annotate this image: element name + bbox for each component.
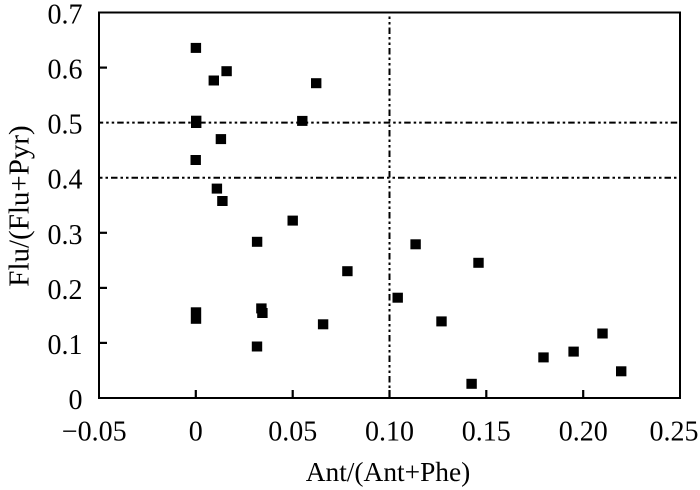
svg-text:0.4: 0.4	[48, 165, 83, 196]
svg-text:0.20: 0.20	[559, 417, 608, 448]
svg-text:0.7: 0.7	[48, 0, 83, 31]
svg-text:0: 0	[69, 385, 83, 416]
svg-text:0.15: 0.15	[462, 417, 511, 448]
svg-text:0.10: 0.10	[365, 417, 414, 448]
svg-text:0.1: 0.1	[48, 330, 83, 361]
svg-text:0.5: 0.5	[48, 110, 83, 141]
svg-text:0.05: 0.05	[268, 417, 317, 448]
svg-text:0.2: 0.2	[48, 275, 83, 306]
svg-text:Flu/(Flu+Pyr): Flu/(Flu+Pyr)	[4, 125, 36, 286]
svg-text:0: 0	[189, 417, 203, 448]
svg-text:Ant/(Ant+Phe): Ant/(Ant+Phe)	[306, 457, 471, 487]
svg-text:0.6: 0.6	[48, 55, 83, 86]
svg-text:0.25: 0.25	[650, 417, 699, 448]
svg-text:−0.05: −0.05	[62, 417, 127, 448]
svg-text:0.3: 0.3	[48, 220, 83, 251]
